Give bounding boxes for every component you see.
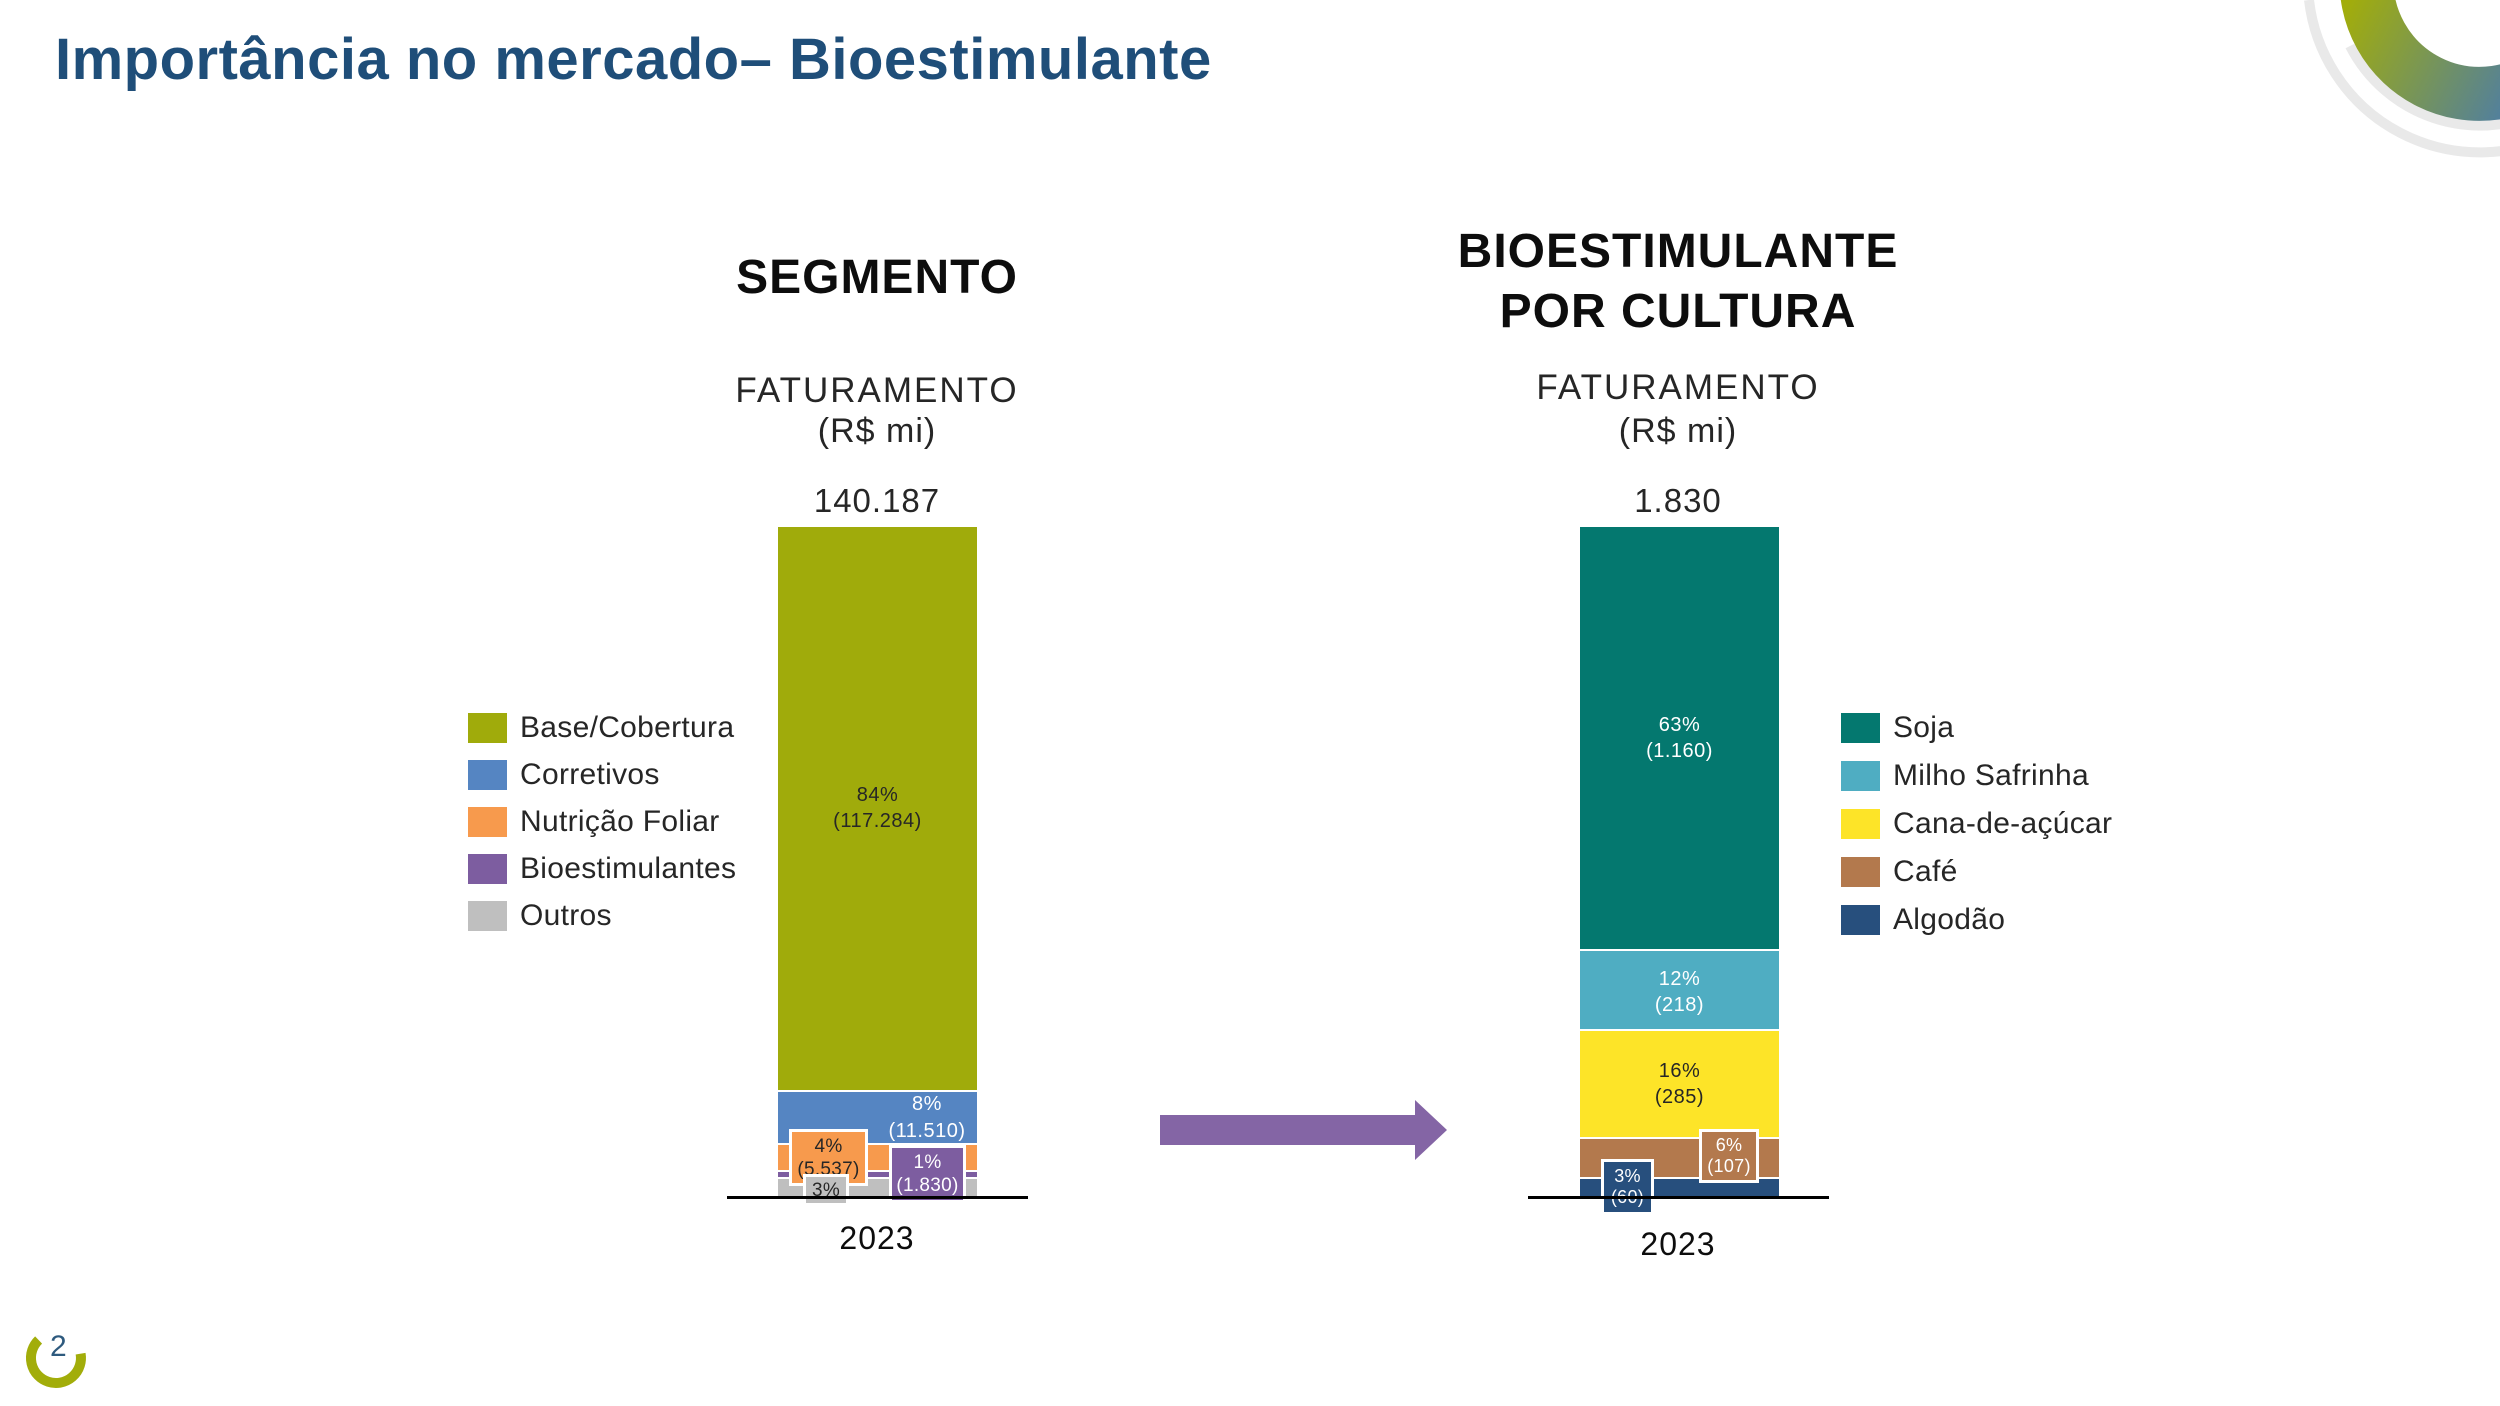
data-label: 16% (285) (1654, 1060, 1705, 1108)
legend-item: Café (1841, 855, 2112, 889)
bar-segment (1580, 949, 1779, 1030)
legend-label: Soja (1893, 711, 1955, 744)
x-axis-line (1528, 1196, 1829, 1199)
data-label-box: 3% (806, 1177, 846, 1203)
right-arrow-icon (1160, 1100, 1447, 1160)
x-axis-category: 2023 (839, 1220, 915, 1256)
data-label: 63% (1.160) (1646, 714, 1713, 762)
chart-subtitle: FATURAMENTO (735, 371, 1019, 410)
legend-label: Outros (520, 899, 612, 932)
legend-swatch-icon (468, 807, 507, 837)
legend-swatch-icon (468, 901, 507, 931)
chart-unit-label: (R$ mi) (817, 412, 937, 450)
chart-subtitle: FATURAMENTO (1536, 368, 1820, 407)
legend-segmento: Base/Cobertura Corretivos Nutrição Folia… (468, 711, 736, 946)
legend-label: Bioestimulantes (520, 852, 737, 885)
data-label-box: 6% (107) (1702, 1132, 1756, 1180)
legend-swatch-icon (468, 713, 507, 743)
x-axis-category: 2023 (1640, 1226, 1716, 1262)
legend-swatch-icon (1841, 713, 1880, 743)
legend-item: Algodão (1841, 903, 2112, 937)
legend-label: Milho Safrinha (1893, 759, 2089, 792)
data-label-box: 1% (1.830) (892, 1148, 963, 1200)
chart-title-bioestimulante: BIOESTIMULANTE POR CULTURA (1457, 225, 1899, 338)
legend-swatch-icon (1841, 761, 1880, 791)
bar-segment (1580, 527, 1779, 950)
legend-item: Cana-de-açúcar (1841, 807, 2112, 841)
bar-segment (1580, 1029, 1779, 1137)
legend-item: Corretivos (468, 758, 736, 792)
data-label: 84% (117.284) (833, 784, 922, 832)
data-label-box: 3% (60) (1604, 1162, 1651, 1212)
legend-item: Nutrição Foliar (468, 805, 736, 839)
data-label: 12% (218) (1654, 968, 1705, 1016)
legend-item: Base/Cobertura (468, 711, 736, 745)
legend-label: Base/Cobertura (520, 711, 735, 744)
bar-segment (778, 527, 977, 1090)
bar-total-label: 1.830 (1634, 482, 1722, 519)
slide-title: Importância no mercado– Bioestimulante (55, 27, 1212, 92)
footer-arc-icon (25, 1336, 86, 1388)
legend-label: Nutrição Foliar (520, 805, 720, 838)
legend-swatch-icon (1841, 857, 1880, 887)
legend-item: Soja (1841, 711, 2112, 745)
page-number: 2 (50, 1330, 67, 1363)
legend-label: Café (1893, 855, 1958, 888)
legend-swatch-icon (1841, 809, 1880, 839)
chart-unit-label: (R$ mi) (1618, 412, 1738, 450)
legend-label: Cana-de-açúcar (1893, 807, 2113, 840)
legend-cultura: Soja Milho Safrinha Cana-de-açúcar Café … (1841, 711, 2112, 951)
legend-label: Corretivos (520, 758, 660, 791)
brand-arc-logo-icon (2304, 0, 2500, 158)
bar-segment (778, 1170, 977, 1177)
data-label: 8% (11.510) (888, 1093, 966, 1142)
data-label-box: 4% (5.537) (792, 1132, 865, 1183)
legend-swatch-icon (468, 760, 507, 790)
chart-title-segmento: SEGMENTO (736, 251, 1018, 304)
stacked-bar-cultura (1580, 527, 1779, 1197)
legend-item: Outros (468, 899, 736, 933)
legend-swatch-icon (468, 854, 507, 884)
legend-swatch-icon (1841, 905, 1880, 935)
bar-total-label: 140.187 (813, 482, 941, 519)
legend-item: Milho Safrinha (1841, 759, 2112, 793)
x-axis-line (727, 1196, 1028, 1199)
legend-item: Bioestimulantes (468, 852, 736, 886)
legend-label: Algodão (1893, 903, 2006, 936)
